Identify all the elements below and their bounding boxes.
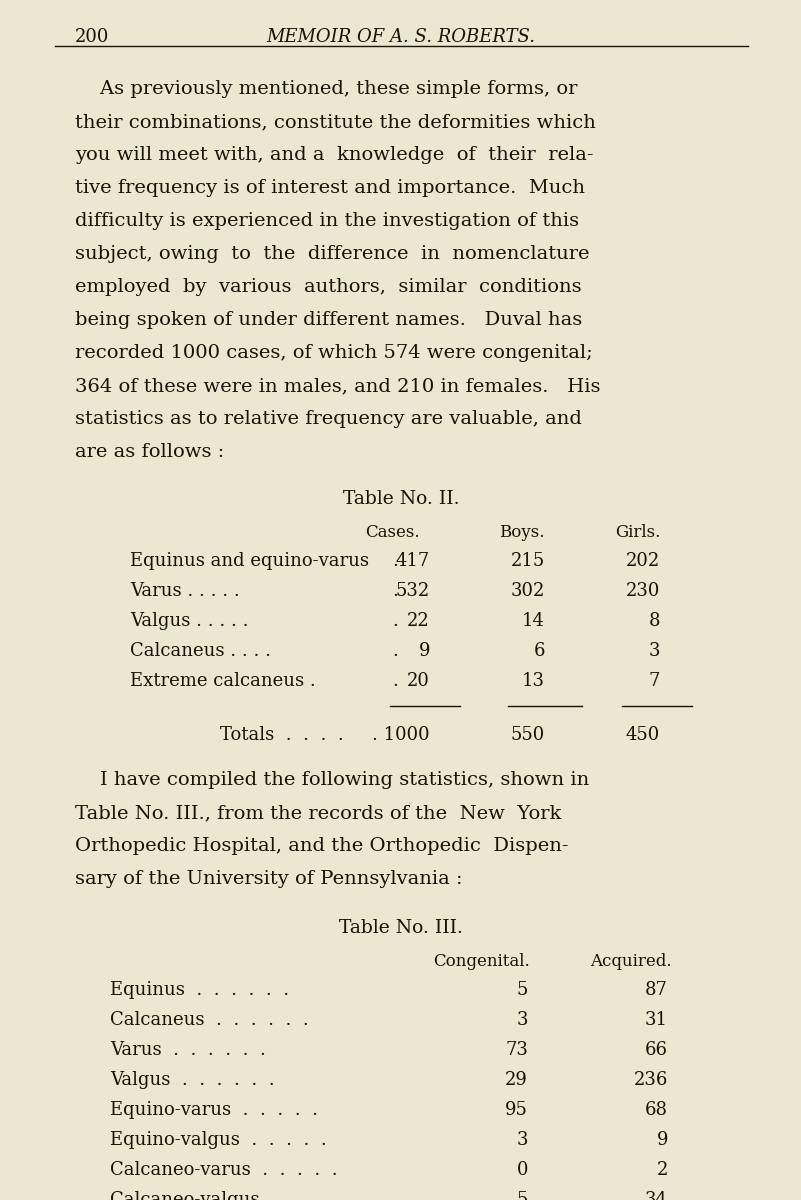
Text: 66: 66	[645, 1040, 668, 1058]
Text: .: .	[392, 552, 398, 570]
Text: 73: 73	[505, 1040, 528, 1058]
Text: Calcaneus  .  .  .  .  .  .: Calcaneus . . . . . .	[110, 1010, 308, 1028]
Text: 9: 9	[657, 1130, 668, 1150]
Text: .: .	[392, 582, 398, 600]
Text: Congenital.: Congenital.	[433, 953, 530, 970]
Text: being spoken of under different names.   Duval has: being spoken of under different names. D…	[75, 311, 582, 329]
Text: are as follows :: are as follows :	[75, 443, 224, 461]
Text: 68: 68	[645, 1102, 668, 1118]
Text: I have compiled the following statistics, shown in: I have compiled the following statistics…	[75, 770, 590, 790]
Text: 2: 2	[657, 1162, 668, 1178]
Text: MEMOIR OF A. S. ROBERTS.: MEMOIR OF A. S. ROBERTS.	[267, 28, 536, 46]
Text: Boys.: Boys.	[500, 524, 545, 541]
Text: 3: 3	[517, 1010, 528, 1028]
Text: Equinus  .  .  .  .  .  .: Equinus . . . . . .	[110, 982, 289, 998]
Text: difficulty is experienced in the investigation of this: difficulty is experienced in the investi…	[75, 212, 579, 230]
Text: 5: 5	[517, 982, 528, 998]
Text: 34: 34	[645, 1190, 668, 1200]
Text: 236: 236	[634, 1070, 668, 1090]
Text: 215: 215	[511, 552, 545, 570]
Text: employed  by  various  authors,  similar  conditions: employed by various authors, similar con…	[75, 278, 582, 296]
Text: 87: 87	[645, 982, 668, 998]
Text: .: .	[392, 642, 398, 660]
Text: 550: 550	[511, 726, 545, 744]
Text: 8: 8	[649, 612, 660, 630]
Text: Extreme calcaneus .: Extreme calcaneus .	[130, 672, 316, 690]
Text: Cases.: Cases.	[365, 524, 420, 541]
Text: Orthopedic Hospital, and the Orthopedic  Dispen-: Orthopedic Hospital, and the Orthopedic …	[75, 838, 569, 854]
Text: .: .	[392, 672, 398, 690]
Text: . 1000: . 1000	[372, 726, 430, 744]
Text: Table No. II.: Table No. II.	[343, 490, 459, 508]
Text: Acquired.: Acquired.	[590, 953, 672, 970]
Text: 202: 202	[626, 552, 660, 570]
Text: 230: 230	[626, 582, 660, 600]
Text: you will meet with, and a  knowledge  of  their  rela-: you will meet with, and a knowledge of t…	[75, 146, 594, 164]
Text: Equino-varus  .  .  .  .  .: Equino-varus . . . . .	[110, 1102, 318, 1118]
Text: tive frequency is of interest and importance.  Much: tive frequency is of interest and import…	[75, 179, 585, 197]
Text: recorded 1000 cases, of which 574 were congenital;: recorded 1000 cases, of which 574 were c…	[75, 344, 593, 362]
Text: 0: 0	[517, 1162, 528, 1178]
Text: 364 of these were in males, and 210 in females.   His: 364 of these were in males, and 210 in f…	[75, 377, 601, 395]
Text: Girls.: Girls.	[614, 524, 660, 541]
Text: 22: 22	[407, 612, 430, 630]
Text: 3: 3	[517, 1130, 528, 1150]
Text: Equinus and equino-varus: Equinus and equino-varus	[130, 552, 369, 570]
Text: 31: 31	[645, 1010, 668, 1028]
Text: Calcaneo-varus  .  .  .  .  .: Calcaneo-varus . . . . .	[110, 1162, 338, 1178]
Text: Valgus . . . . .: Valgus . . . . .	[130, 612, 248, 630]
Text: Totals  .  .  .  .: Totals . . . .	[220, 726, 344, 744]
Text: Valgus  .  .  .  .  .  .: Valgus . . . . . .	[110, 1070, 275, 1090]
Text: Varus  .  .  .  .  .  .: Varus . . . . . .	[110, 1040, 266, 1058]
Text: 200: 200	[75, 28, 110, 46]
Text: 532: 532	[396, 582, 430, 600]
Text: 450: 450	[626, 726, 660, 744]
Text: Table No. III.: Table No. III.	[339, 919, 463, 937]
Text: 13: 13	[522, 672, 545, 690]
Text: Calcaneus . . . .: Calcaneus . . . .	[130, 642, 271, 660]
Text: 417: 417	[396, 552, 430, 570]
Text: statistics as to relative frequency are valuable, and: statistics as to relative frequency are …	[75, 410, 582, 428]
Text: 20: 20	[407, 672, 430, 690]
Text: Equino-valgus  .  .  .  .  .: Equino-valgus . . . . .	[110, 1130, 327, 1150]
Text: Calcaneo-valgus  .  .  .  .: Calcaneo-valgus . . . .	[110, 1190, 329, 1200]
Text: 7: 7	[649, 672, 660, 690]
Text: Varus . . . . .: Varus . . . . .	[130, 582, 239, 600]
Text: 95: 95	[505, 1102, 528, 1118]
Text: .: .	[392, 612, 398, 630]
Text: 9: 9	[418, 642, 430, 660]
Text: 14: 14	[522, 612, 545, 630]
Text: Table No. III., from the records of the  New  York: Table No. III., from the records of the …	[75, 804, 562, 822]
Text: As previously mentioned, these simple forms, or: As previously mentioned, these simple fo…	[75, 80, 578, 98]
Text: subject, owing  to  the  difference  in  nomenclature: subject, owing to the difference in nome…	[75, 245, 590, 263]
Text: sary of the University of Pennsylvania :: sary of the University of Pennsylvania :	[75, 870, 462, 888]
Text: 6: 6	[533, 642, 545, 660]
Text: 5: 5	[517, 1190, 528, 1200]
Text: 29: 29	[505, 1070, 528, 1090]
Text: their combinations, constitute the deformities which: their combinations, constitute the defor…	[75, 113, 596, 131]
Text: 302: 302	[510, 582, 545, 600]
Text: 3: 3	[649, 642, 660, 660]
